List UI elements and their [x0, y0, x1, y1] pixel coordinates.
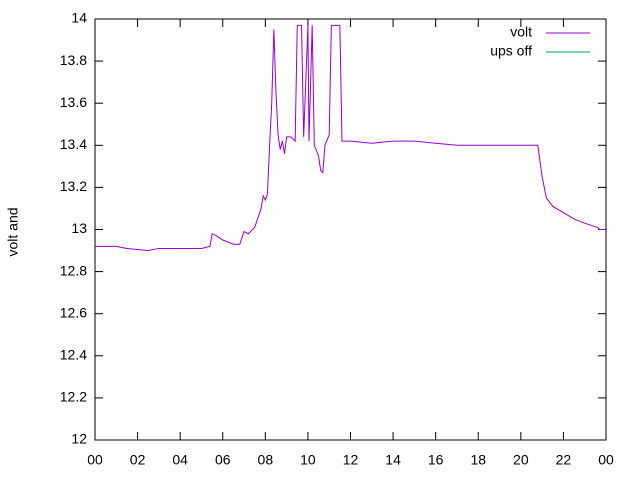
legend-label: volt	[510, 24, 532, 40]
y-axis-label: volt and	[5, 207, 21, 256]
x-tick-label: 12	[343, 452, 359, 468]
y-tick-label: 13	[71, 220, 87, 236]
y-tick-label: 13.4	[60, 136, 87, 152]
y-tick-label: 12.2	[60, 389, 87, 405]
y-tick-label: 12.4	[60, 347, 87, 363]
y-tick-label: 12	[71, 431, 87, 447]
x-tick-label: 10	[300, 452, 316, 468]
y-tick-label: 14	[71, 10, 87, 26]
x-tick-label: 00	[598, 452, 614, 468]
x-tick-label: 20	[513, 452, 529, 468]
x-tick-label: 22	[556, 452, 572, 468]
x-tick-label: 08	[258, 452, 274, 468]
x-tick-label: 18	[470, 452, 486, 468]
x-tick-label: 06	[215, 452, 231, 468]
legend-label: ups off	[490, 43, 532, 59]
series-line	[95, 24, 606, 252]
y-tick-label: 13.8	[60, 52, 87, 68]
x-tick-label: 16	[428, 452, 444, 468]
y-tick-label: 13.2	[60, 178, 87, 194]
plot-frame	[94, 18, 607, 441]
x-tick-label: 00	[87, 452, 103, 468]
x-tick-label: 02	[130, 452, 146, 468]
x-tick-label: 04	[172, 452, 188, 468]
y-tick-label: 12.8	[60, 262, 87, 278]
y-tick-label: 12.6	[60, 304, 87, 320]
y-tick-label: 13.6	[60, 94, 87, 110]
x-tick-label: 14	[385, 452, 401, 468]
